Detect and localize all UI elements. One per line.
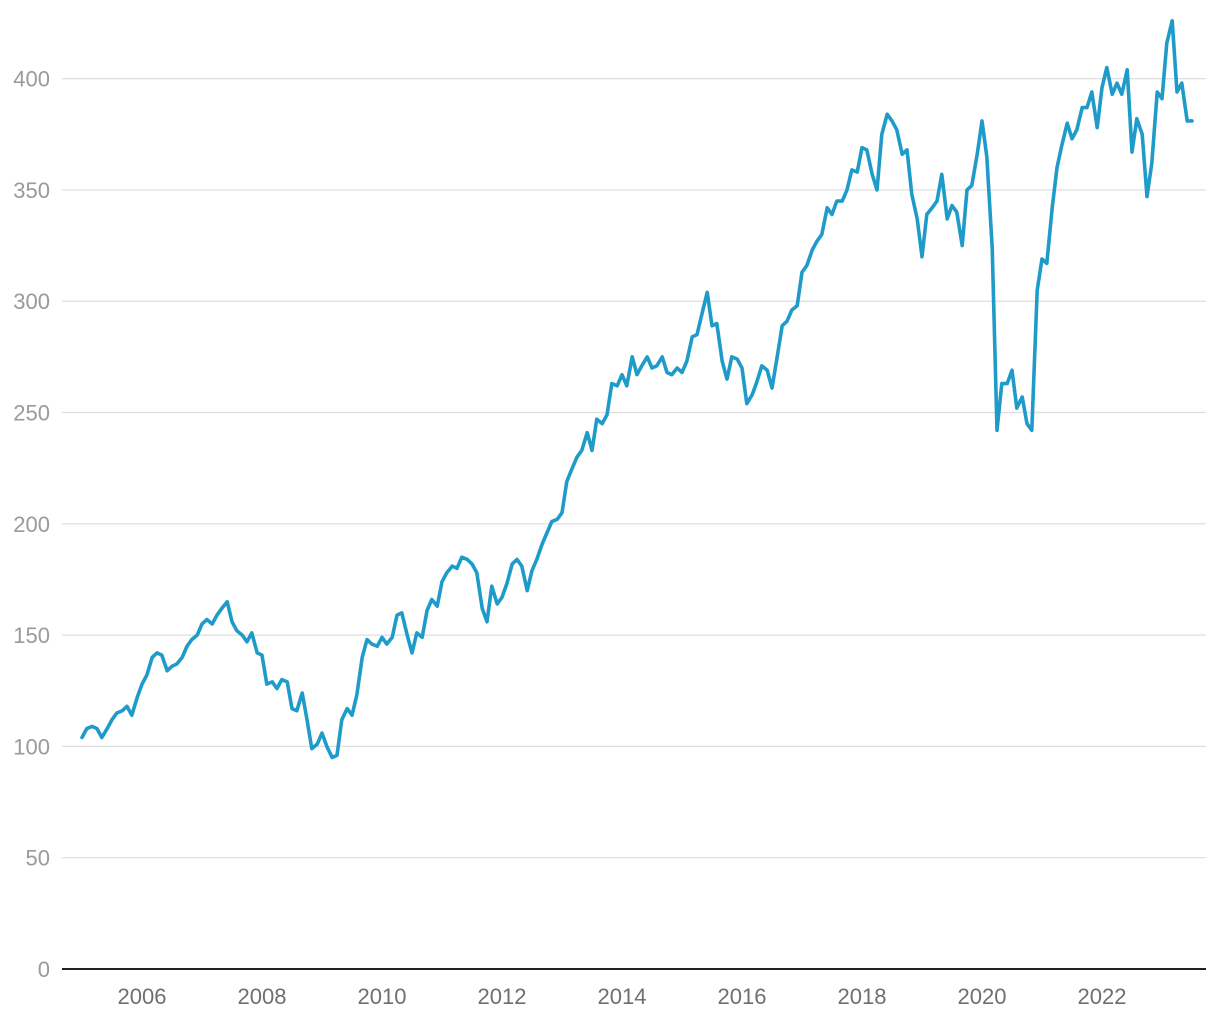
y-tick-label: 200	[13, 512, 50, 537]
y-tick-label: 250	[13, 401, 50, 426]
series-group	[80, 18, 1194, 760]
x-tick-label: 2018	[838, 984, 887, 1009]
x-axis: 2006 2008 2010 2012 2014 2016 2018 2020 2022	[62, 968, 1206, 1009]
y-tick-label: 300	[13, 289, 50, 314]
x-tick-label: 2014	[598, 984, 647, 1009]
series-line-0	[80, 18, 1194, 760]
y-tick-label: 150	[13, 623, 50, 648]
grid-lines	[62, 78, 1206, 859]
x-tick-label: 2012	[478, 984, 527, 1009]
y-tick-label: 100	[13, 734, 50, 759]
y-axis: 0 50 100 150 200 250 300 350 400	[13, 67, 50, 982]
x-tick-label: 2020	[958, 984, 1007, 1009]
y-tick-label: 350	[13, 178, 50, 203]
x-tick-label: 2006	[118, 984, 167, 1009]
y-tick-label: 400	[13, 67, 50, 92]
y-tick-label: 50	[26, 846, 50, 871]
y-tick-label: 0	[38, 957, 50, 982]
x-tick-label: 2016	[718, 984, 767, 1009]
x-tick-label: 2022	[1078, 984, 1127, 1009]
x-tick-label: 2010	[358, 984, 407, 1009]
x-tick-label: 2008	[238, 984, 287, 1009]
